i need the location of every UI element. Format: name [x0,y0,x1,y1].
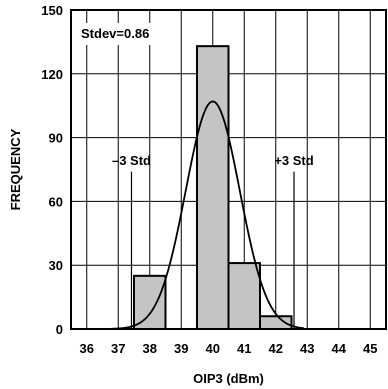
std-reference-label: +3 Std [274,153,313,168]
stdev-annotation: Stdev=0.86 [81,26,149,41]
x-tick-label: 41 [237,341,251,356]
x-tick-label: 38 [143,341,157,356]
x-axis-label: OIP3 (dBm) [193,371,264,386]
y-tick-label: 90 [49,131,63,146]
x-tick-label: 45 [363,341,377,356]
x-tick-label: 43 [300,341,314,356]
histogram-bar [133,274,167,331]
y-tick-labels: 0 30 60 90 120 150 [41,3,63,337]
x-tick-label: 42 [269,341,283,356]
x-tick-label: 37 [111,341,125,356]
histogram-bars [133,45,293,331]
y-tick-label: 30 [49,258,63,273]
x-tick-labels: 36 37 38 39 40 41 42 43 44 45 [80,341,378,356]
x-tick-label: 39 [174,341,188,356]
y-tick-label: 120 [41,67,63,82]
plot-frame [70,9,387,330]
y-tick-label: 60 [49,194,63,209]
y-tick-label: 150 [41,3,63,18]
histogram-bar [196,45,230,331]
y-axis-label: FREQUENCY [8,128,23,210]
stdev-annotation-background [77,23,175,45]
x-tick-label: 36 [80,341,94,356]
std-reference-label: –3 Std [112,153,151,168]
x-tick-label: 44 [332,341,347,356]
normal-fit-curve [111,100,305,330]
y-tick-label: 0 [56,322,63,337]
x-tick-label: 40 [206,341,220,356]
std-reference-lines: –3 Std +3 Std [112,153,314,329]
histogram-bar [227,262,261,330]
